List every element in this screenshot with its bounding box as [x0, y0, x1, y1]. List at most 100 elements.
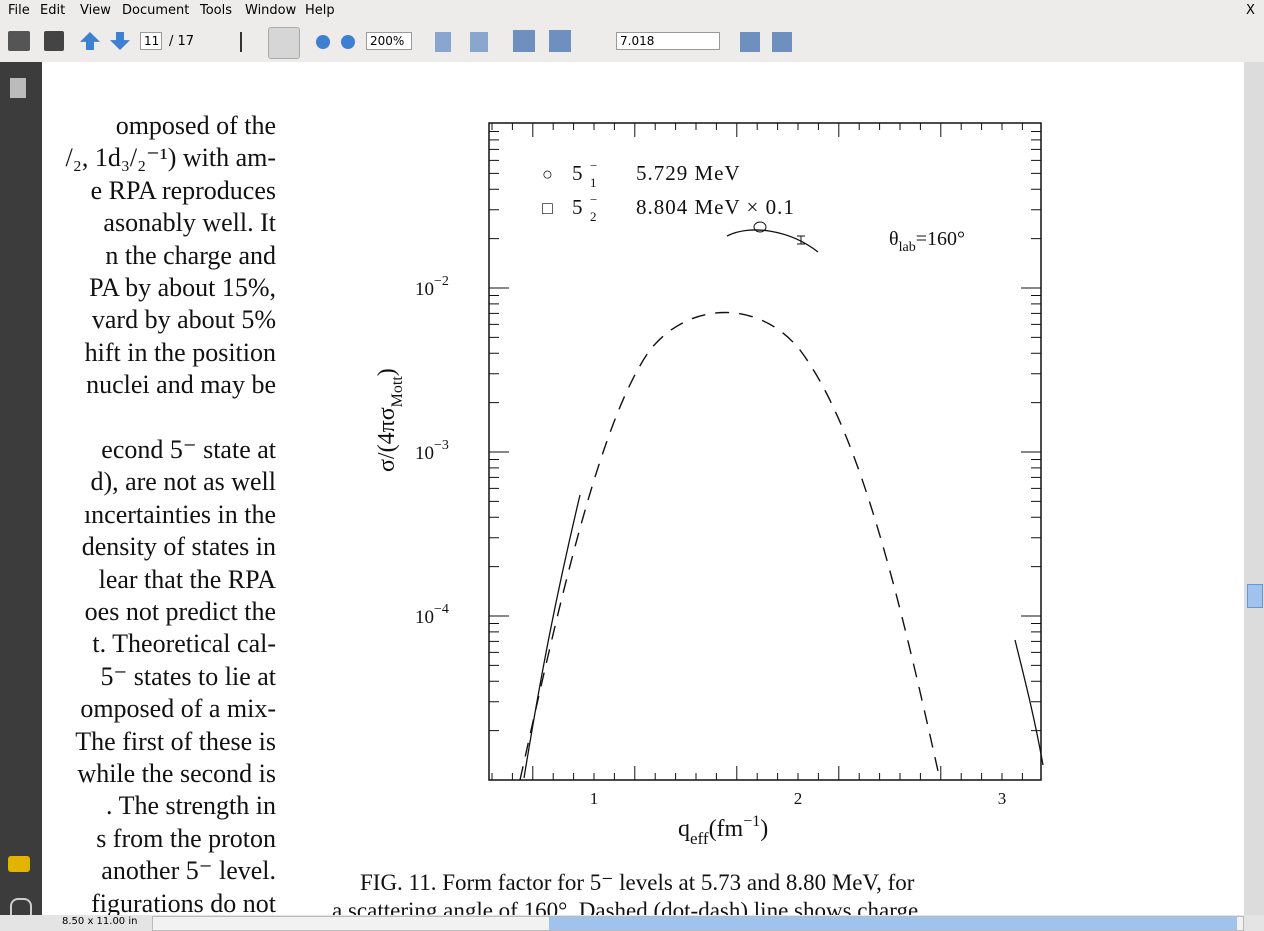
horizontal-scrollbar[interactable] [152, 916, 1244, 931]
x-axis-label-part: ) [760, 816, 768, 842]
text-line: e RPA reproduces [90, 175, 276, 205]
y-axis-label: σ/(4πσMott) [374, 368, 406, 472]
text-line: asonably well. It [103, 208, 276, 238]
solid-curve-top [726, 229, 819, 253]
solid-curve-right [1014, 639, 1044, 766]
text-line: s from the proton [96, 823, 276, 853]
text-line: oes not predict the [84, 597, 276, 626]
legend-energy: 5.729 MeV [636, 161, 741, 185]
legend-sup: − [590, 192, 597, 207]
y-tick-label-part: 10 [415, 607, 434, 628]
prev-page-button[interactable] [80, 32, 100, 50]
vertical-scrollbar[interactable] [1244, 62, 1264, 915]
text-line: omposed of a mix- [80, 694, 276, 724]
print-button[interactable] [8, 31, 30, 51]
x-tick-label-part: 2 [794, 789, 803, 808]
x-tick-label-part: 1 [590, 789, 599, 808]
status-bar: 8.50 x 11.00 in [0, 915, 1264, 931]
x-axis-label: qeff(fm−1) [678, 813, 768, 848]
legend-symbol: □ [542, 198, 553, 218]
text-line: while the second is [77, 759, 276, 788]
page-size: 8.50 x 11.00 in [62, 916, 138, 927]
legend-sub-part: 2 [590, 209, 597, 224]
text-line: lear that the RPA [98, 564, 276, 594]
legend-sub: 1 [590, 175, 597, 190]
x-axis-label-part: (fm [709, 816, 744, 842]
menu-item[interactable]: Help [305, 3, 335, 18]
menu-item[interactable]: File [8, 3, 30, 18]
text-line: The first of these is [75, 726, 276, 756]
axis-ticks [489, 123, 1041, 781]
legend-state: 5 [572, 161, 583, 185]
toolbar: 11 / 17 200% 7.018 [0, 22, 1264, 63]
fit-width[interactable] [435, 32, 451, 52]
y-tick-label-part: 10 [415, 279, 434, 300]
annotation-part: lab [899, 240, 916, 255]
y-axis-label-part: σ/(4πσ [374, 407, 400, 472]
rotate-right[interactable] [549, 30, 571, 52]
text-line: figurations do not [91, 888, 276, 915]
legend-sup: − [590, 158, 597, 173]
text-line: /₂, 1d₃/₂⁻¹) with am- [65, 143, 276, 173]
figure: ○ 5 −1 5.729 MeV□ 5 −2 8.804 MeV × 0.1θlab=160… [374, 122, 1044, 848]
legend-state-part: 5 [572, 161, 583, 185]
x-axis-label-part: q [678, 816, 690, 842]
data-point [797, 235, 805, 245]
zoom-in[interactable] [341, 35, 355, 49]
annotation: θlab=160° [889, 228, 965, 255]
legend-energy: 8.804 MeV × 0.1 [636, 195, 795, 219]
hand-tool[interactable] [268, 27, 300, 59]
menu-item[interactable]: Edit [40, 3, 66, 18]
y-tick-label: 10−2 [415, 274, 449, 300]
save-button[interactable] [44, 31, 64, 51]
y-tick-label-part: −2 [434, 274, 449, 289]
y-tick-label-part: −4 [434, 602, 449, 617]
legend-state: 5 [572, 195, 583, 219]
legend-state-part: 5 [572, 195, 583, 219]
fit-page[interactable] [470, 32, 488, 52]
text-line: omposed of the [115, 111, 276, 140]
text-line: . The strength in [106, 791, 276, 821]
search-input[interactable]: 7.018 [616, 32, 720, 50]
find-previous[interactable] [740, 32, 760, 52]
legend-energy-part: 5.729 MeV [636, 161, 741, 185]
annotation-part: =160° [916, 228, 965, 250]
text-line: hift in the position [84, 337, 276, 367]
menu-item[interactable]: Document [122, 3, 190, 18]
x-tick-label: 3 [998, 789, 1007, 808]
y-tick-label: 10−4 [415, 602, 449, 628]
legend-sup-part: − [590, 192, 597, 207]
y-tick-label-part: 10 [415, 443, 434, 464]
legend-symbol-part: ○ [542, 164, 553, 184]
scroll-thumb[interactable] [1247, 584, 1263, 608]
scroll-thumb[interactable] [549, 917, 1237, 930]
menu-item[interactable]: Tools [200, 3, 233, 18]
legend-energy-part: 8.804 MeV × 0.1 [636, 195, 795, 219]
rotate-left[interactable] [513, 30, 535, 52]
pages-icon[interactable] [10, 78, 26, 98]
legend-sub-part: 1 [590, 175, 597, 190]
caption-line: FIG. 11. Form factor for 5⁻ levels at 5.… [360, 870, 915, 895]
document-page: ○ 5−1 5.729 MeV □ 5−2 8.804 MeV × 0.1 θlab=160… [42, 62, 1244, 915]
text-line: nuclei and may be [86, 370, 276, 400]
y-tick-label: 10−3 [415, 438, 449, 464]
text-line: vard by about 5% [91, 305, 276, 335]
menu-item[interactable]: Window [245, 3, 297, 18]
text-line: ıncertainties in the [83, 499, 276, 529]
comments-icon[interactable] [8, 856, 30, 872]
close-button[interactable]: X [1246, 3, 1255, 18]
legend-symbol: ○ [542, 164, 553, 184]
menu-bar: File Edit View Document Tools Window Help X [0, 0, 1264, 22]
x-tick-label-part: 3 [998, 789, 1007, 808]
select-tool[interactable] [240, 32, 260, 52]
next-page-button[interactable] [110, 32, 130, 50]
text-line: d), are not as well [90, 467, 276, 497]
page-input[interactable]: 11 [140, 32, 162, 50]
text-line: another 5⁻ level. [101, 856, 276, 886]
find-next[interactable] [772, 32, 792, 52]
menu-item[interactable]: View [80, 3, 111, 18]
legend-sub: 2 [590, 209, 597, 224]
zoom-out[interactable] [316, 35, 330, 49]
zoom-select[interactable]: 200% [366, 32, 412, 50]
y-tick-label-part: −3 [434, 438, 449, 453]
